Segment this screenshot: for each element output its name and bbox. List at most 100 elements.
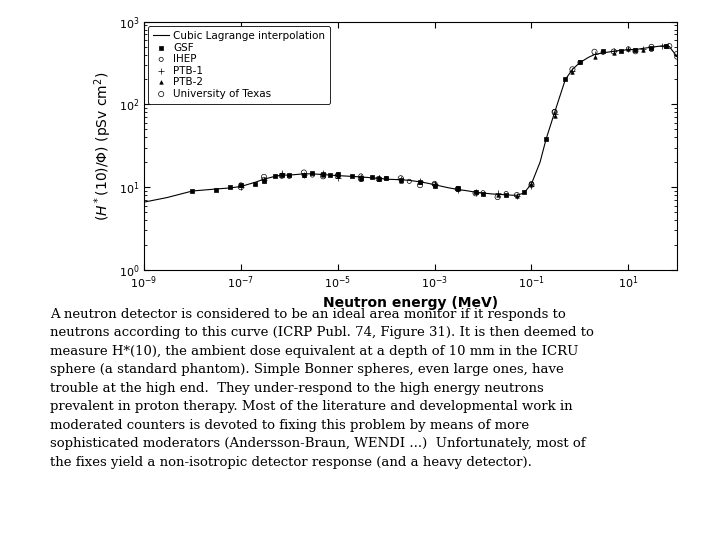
PTB-1	[429, 179, 441, 188]
GSF	[414, 178, 426, 186]
PTB-2	[469, 187, 481, 195]
Line: Cubic Lagrange interpolation: Cubic Lagrange interpolation	[144, 46, 677, 202]
University of Texas	[664, 42, 675, 50]
GSF	[598, 46, 609, 55]
GSF	[235, 181, 247, 190]
IHEP	[284, 172, 295, 181]
Cubic Lagrange interpolation	[308, 171, 317, 177]
GSF	[318, 170, 329, 178]
GSF	[380, 174, 392, 183]
GSF	[559, 75, 571, 83]
Cubic Lagrange interpolation	[658, 43, 667, 49]
PTB-1	[452, 186, 464, 194]
GSF	[325, 171, 336, 179]
GSF	[276, 171, 287, 180]
PTB-1	[608, 46, 619, 55]
PTB-1	[355, 173, 366, 182]
PTB-2	[429, 180, 441, 188]
PTB-1	[637, 45, 649, 53]
IHEP	[671, 53, 683, 62]
PTB-2	[395, 176, 407, 185]
IHEP	[258, 175, 270, 184]
IHEP	[332, 171, 343, 179]
University of Texas	[630, 47, 642, 56]
X-axis label: Neutron energy (MeV): Neutron energy (MeV)	[323, 295, 498, 309]
PTB-2	[608, 49, 619, 57]
University of Texas	[235, 183, 247, 192]
PTB-2	[355, 175, 366, 184]
IHEP	[403, 177, 415, 186]
PTB-2	[235, 181, 247, 190]
Cubic Lagrange interpolation	[237, 183, 246, 190]
GSF	[630, 45, 642, 54]
PTB-2	[526, 180, 537, 188]
PTB-2	[637, 46, 649, 55]
IHEP	[646, 45, 657, 54]
PTB-1	[589, 50, 600, 58]
GSF	[332, 170, 343, 179]
PTB-2	[332, 172, 343, 181]
GSF	[660, 41, 672, 50]
PTB-1	[469, 188, 481, 197]
University of Texas	[469, 189, 481, 198]
University of Texas	[276, 171, 287, 180]
PTB-1	[492, 189, 503, 198]
University of Texas	[671, 50, 683, 58]
GSF	[615, 46, 626, 55]
IHEP	[526, 179, 537, 188]
PTB-1	[276, 168, 287, 177]
PTB-2	[567, 68, 578, 76]
GSF	[307, 168, 318, 177]
IHEP	[429, 180, 441, 189]
IHEP	[549, 107, 560, 116]
University of Texas	[332, 172, 343, 180]
University of Texas	[373, 174, 384, 183]
University of Texas	[318, 172, 329, 180]
University of Texas	[452, 185, 464, 193]
PTB-1	[395, 174, 407, 183]
PTB-1	[657, 41, 668, 50]
IHEP	[452, 185, 464, 193]
PTB-1	[258, 176, 270, 184]
GSF	[225, 183, 236, 192]
PTB-1	[373, 174, 384, 183]
GSF	[574, 58, 585, 66]
University of Texas	[526, 180, 537, 189]
University of Texas	[589, 48, 600, 56]
GSF	[250, 180, 261, 188]
IHEP	[598, 48, 609, 57]
PTB-2	[492, 190, 503, 199]
GSF	[500, 191, 512, 199]
University of Texas	[646, 43, 657, 51]
University of Texas	[355, 174, 366, 183]
GSF	[258, 176, 270, 185]
Cubic Lagrange interpolation	[479, 190, 487, 196]
GSF	[646, 44, 657, 52]
PTB-1	[332, 174, 343, 183]
IHEP	[380, 174, 392, 183]
IHEP	[623, 44, 634, 53]
PTB-1	[511, 191, 523, 200]
GSF	[298, 171, 310, 179]
GSF	[518, 188, 530, 197]
GSF	[540, 134, 552, 143]
University of Texas	[511, 191, 523, 199]
GSF	[284, 171, 295, 179]
Cubic Lagrange interpolation	[140, 199, 148, 205]
GSF	[269, 172, 281, 180]
Cubic Lagrange interpolation	[672, 53, 681, 59]
IHEP	[477, 188, 489, 197]
PTB-1	[549, 110, 560, 118]
IHEP	[500, 189, 512, 198]
PTB-2	[452, 184, 464, 193]
GSF	[346, 172, 358, 180]
PTB-1	[567, 66, 578, 75]
PTB-2	[414, 178, 426, 186]
GSF	[469, 188, 481, 197]
University of Texas	[492, 193, 503, 201]
GSF	[355, 173, 366, 182]
PTB-1	[298, 171, 310, 179]
PTB-2	[318, 171, 329, 180]
PTB-2	[623, 45, 634, 53]
Y-axis label: $(H^*(10)/\Phi)$ (pSv cm$^2$): $(H^*(10)/\Phi)$ (pSv cm$^2$)	[93, 71, 114, 220]
